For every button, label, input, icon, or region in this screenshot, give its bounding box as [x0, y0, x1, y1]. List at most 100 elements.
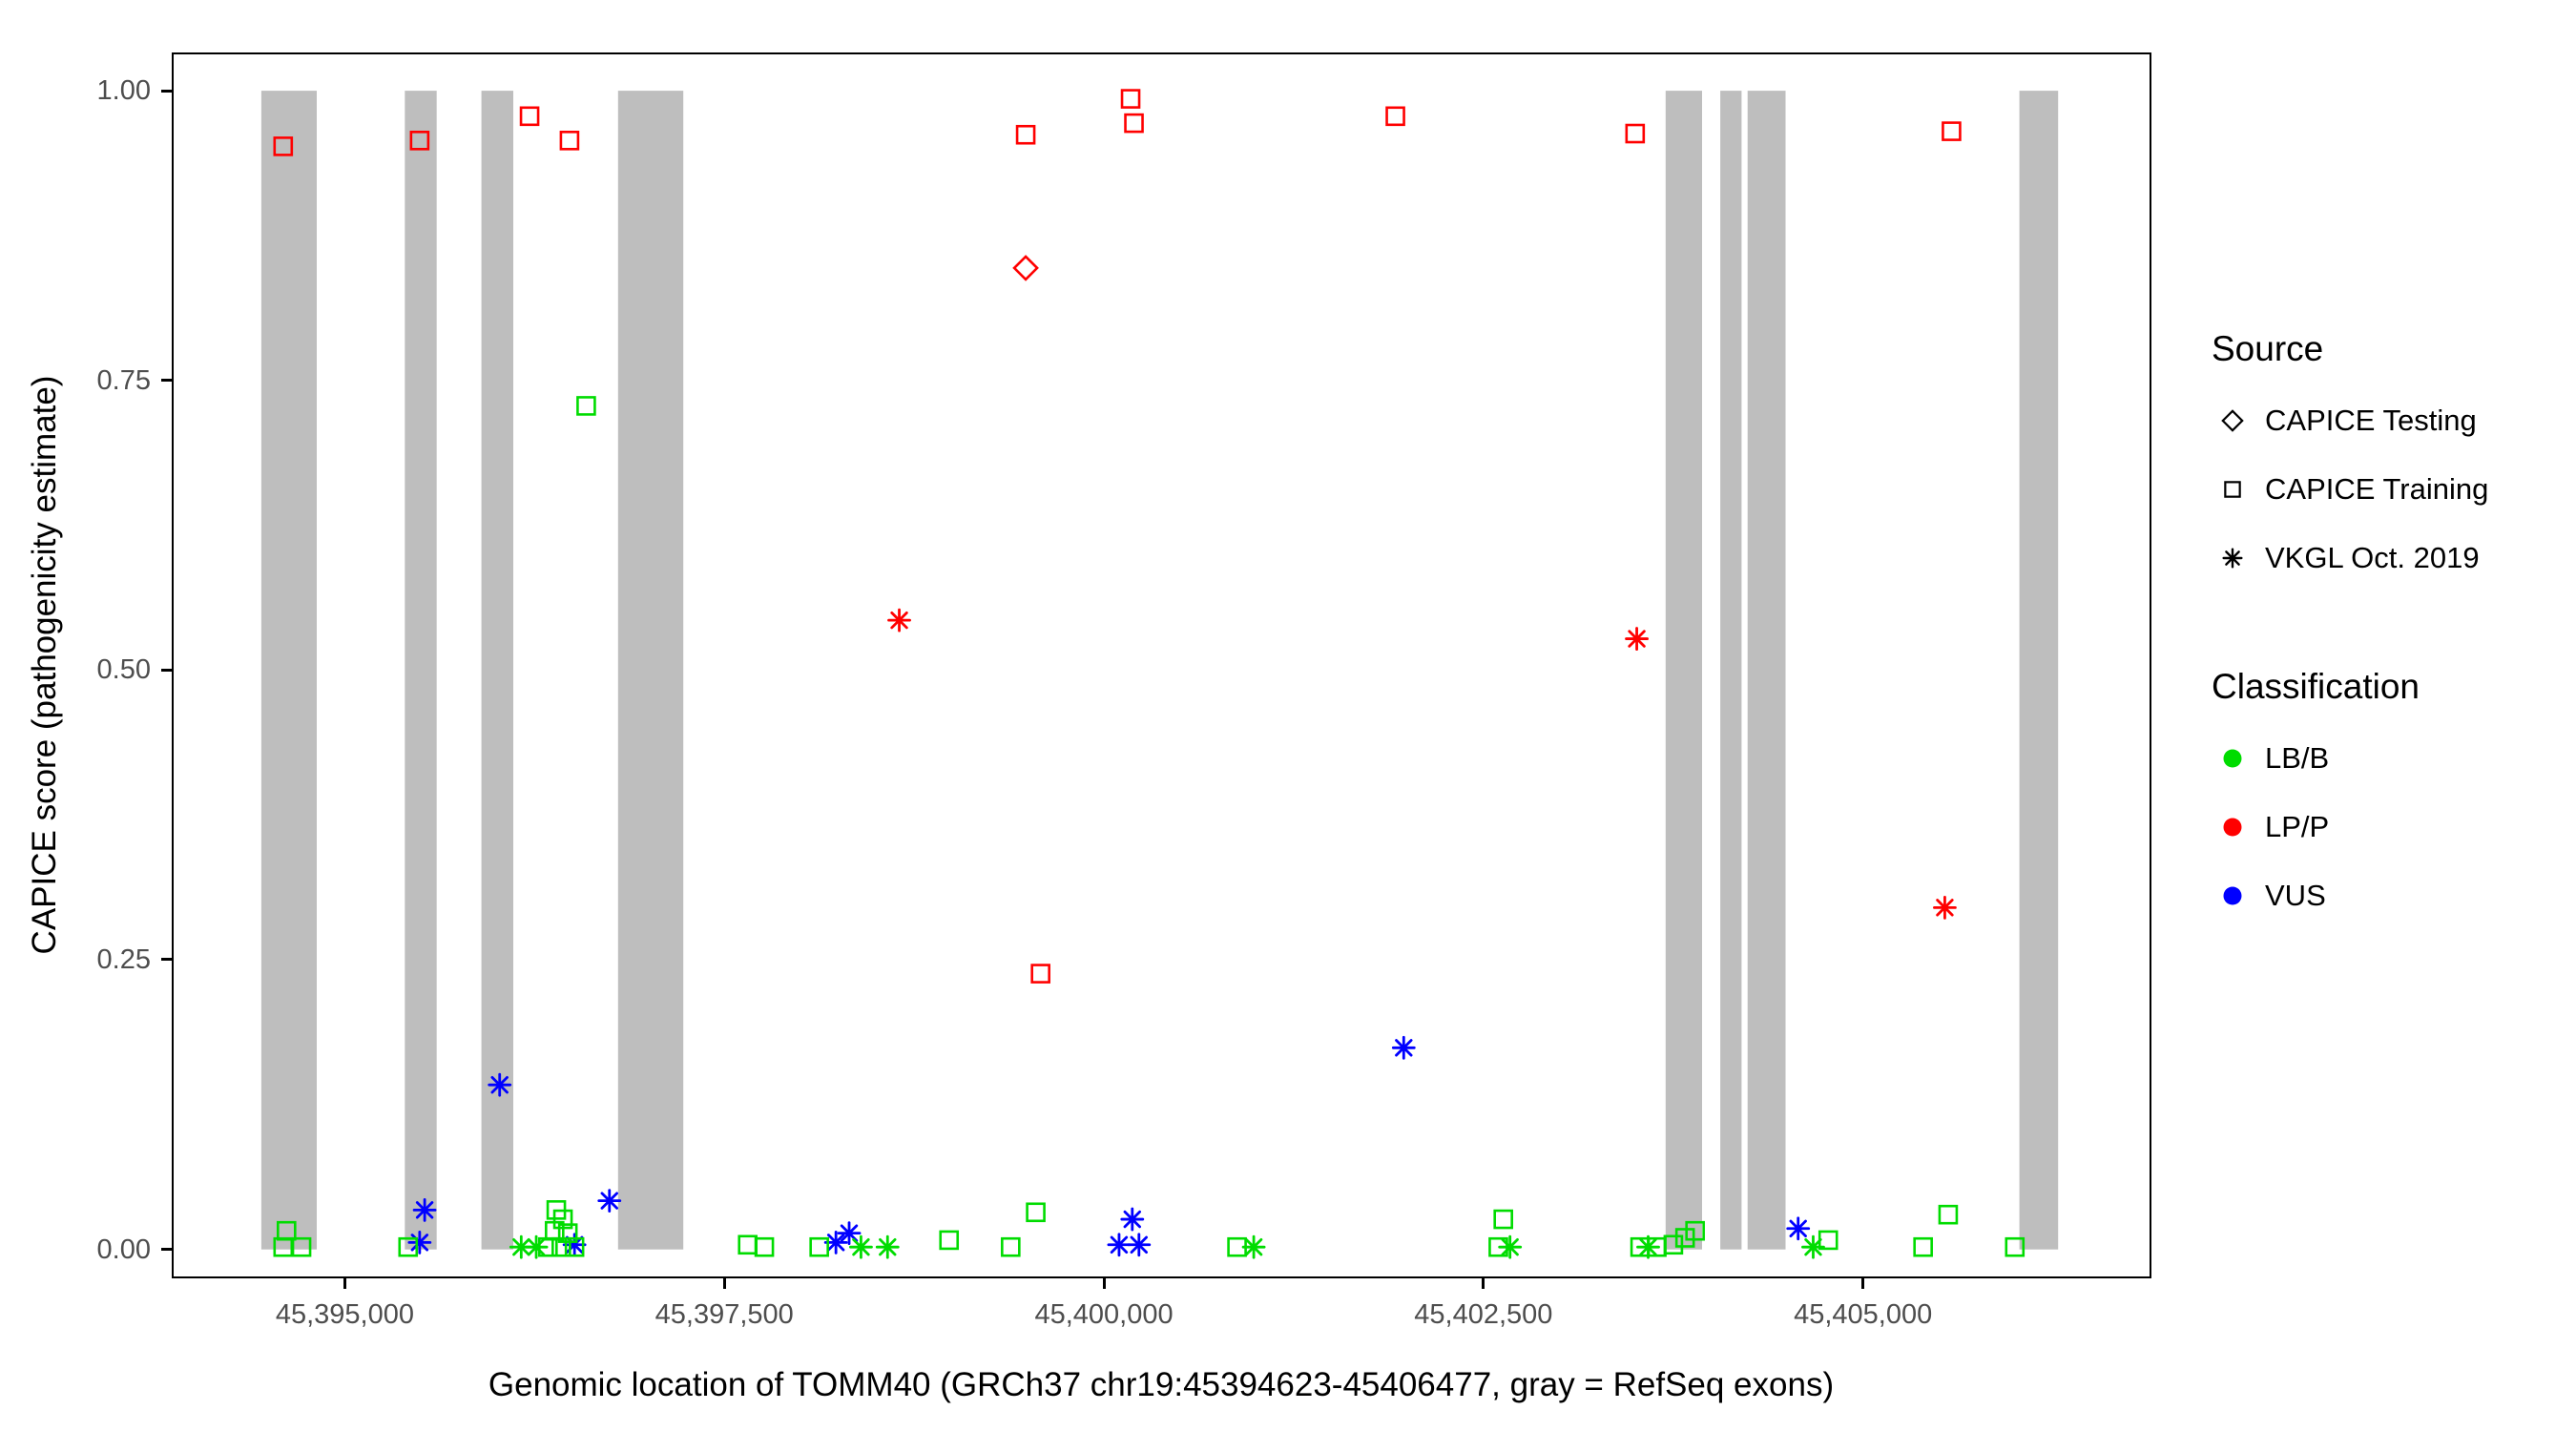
data-point-asterisk — [1391, 1035, 1416, 1060]
x-tick-mark — [722, 1278, 726, 1289]
legend-classification-label: LP/P — [2265, 810, 2330, 843]
legend-classification-title: Classification — [2212, 667, 2420, 706]
data-point-asterisk — [597, 1189, 622, 1213]
legend-source-label: CAPICE Testing — [2265, 404, 2477, 437]
x-tick-mark — [343, 1278, 346, 1289]
data-point-square — [291, 1236, 312, 1257]
x-tick-mark — [1482, 1278, 1485, 1289]
exon-bar — [260, 91, 317, 1250]
circle-filled-icon — [2223, 749, 2242, 768]
data-point-square — [551, 1236, 571, 1257]
data-point-square — [1026, 1202, 1046, 1223]
y-tick-mark — [161, 668, 172, 672]
x-tick-label: 45,400,000 — [1034, 1299, 1174, 1330]
y-tick-label: 0.75 — [96, 364, 151, 396]
y-tick-label: 0.25 — [96, 944, 151, 975]
x-tick-mark — [1102, 1278, 1106, 1289]
data-point-asterisk — [1127, 1233, 1152, 1257]
data-point-square — [552, 1209, 573, 1230]
data-point-square — [519, 106, 540, 127]
data-point-square — [1685, 1220, 1705, 1241]
data-point-square — [2005, 1236, 2025, 1257]
x-tick-mark — [1861, 1278, 1865, 1289]
asterisk-icon — [2222, 548, 2243, 569]
data-point-diamond — [2221, 409, 2244, 432]
legend-source-title: Source — [2212, 329, 2324, 368]
legend-classification-item: VUS — [2212, 861, 2488, 930]
panel-border — [172, 52, 2151, 1278]
exon-bar — [1747, 91, 1786, 1250]
exon-bar — [2019, 91, 2059, 1250]
data-point-square — [1015, 124, 1036, 145]
data-point-square — [1124, 113, 1144, 134]
data-point-asterisk — [1786, 1216, 1811, 1241]
diamond-icon — [2221, 409, 2244, 432]
legend-classification-label: VUS — [2265, 879, 2326, 912]
square-icon — [2224, 481, 2241, 498]
data-point-asterisk — [1498, 1234, 1523, 1259]
data-point-square — [2224, 481, 2241, 498]
legend-source-item: CAPICE Testing — [2212, 386, 2488, 455]
data-point-square — [1493, 1209, 1513, 1230]
x-tick-label: 45,397,500 — [654, 1299, 794, 1330]
data-point-square — [1120, 89, 1141, 109]
data-point-square — [576, 396, 596, 416]
legend-source-items: CAPICE Testing CAPICE Training VKGL Oct. 2… — [2212, 386, 2488, 592]
exon-bar — [405, 91, 437, 1250]
legend-source-item: VKGL Oct. 2019 — [2212, 524, 2488, 592]
data-point-square — [1385, 106, 1405, 127]
data-point-asterisk — [887, 608, 911, 633]
data-point-asterisk — [1636, 1234, 1660, 1259]
legend-key — [2212, 877, 2254, 915]
plot-svg — [172, 52, 2151, 1278]
circle-filled-icon — [2223, 886, 2242, 905]
data-point-square — [1625, 123, 1646, 144]
exon-bar — [1720, 91, 1742, 1250]
legend-key — [2212, 739, 2254, 778]
data-point-diamond — [1012, 255, 1039, 281]
legend-source-label: CAPICE Training — [2265, 472, 2489, 506]
data-point-asterisk — [407, 1230, 432, 1255]
circle-filled-icon — [2223, 818, 2242, 837]
y-tick-label: 0.00 — [96, 1234, 151, 1265]
legend-classification-item: LB/B — [2212, 724, 2488, 793]
data-point-asterisk — [524, 1234, 549, 1259]
x-tick-label: 45,402,500 — [1414, 1299, 1553, 1330]
exon-bar — [1665, 91, 1702, 1250]
data-point-square — [1942, 121, 1962, 141]
legend-gap — [2212, 592, 2488, 667]
data-point-square — [1938, 1204, 1959, 1225]
data-point-square — [557, 1223, 578, 1243]
data-point-asterisk — [2222, 548, 2243, 569]
y-tick-label: 1.00 — [96, 75, 151, 107]
legend: Source CAPICE Testing CAPICE Training VKGL… — [2212, 329, 2488, 930]
data-point-square — [754, 1236, 775, 1257]
data-point-square — [737, 1234, 758, 1255]
legend-source-item: CAPICE Training — [2212, 455, 2488, 524]
data-point-square — [1913, 1236, 1933, 1257]
y-tick-label: 0.50 — [96, 654, 151, 686]
data-point-square — [564, 1236, 585, 1257]
data-point-square — [809, 1236, 829, 1257]
data-point-square — [409, 131, 430, 151]
data-point-asterisk — [849, 1234, 873, 1259]
data-point-square — [1001, 1236, 1021, 1257]
y-tick-mark — [161, 1248, 172, 1252]
legend-classification-items: LB/B LP/P VUS — [2212, 724, 2488, 930]
data-point-asterisk — [488, 1072, 512, 1097]
data-point-square — [939, 1230, 960, 1251]
data-point-square — [1674, 1228, 1695, 1248]
exon-bar — [617, 91, 684, 1250]
legend-key — [2212, 470, 2254, 508]
legend-classification-item: LP/P — [2212, 793, 2488, 861]
x-tick-label: 45,395,000 — [275, 1299, 414, 1330]
data-point-square — [559, 131, 580, 151]
data-point-square — [1663, 1234, 1684, 1255]
legend-key — [2212, 539, 2254, 577]
data-point-asterisk — [412, 1197, 437, 1222]
data-point-square — [398, 1236, 419, 1257]
data-point-asterisk — [1801, 1234, 1825, 1259]
legend-classification-label: LB/B — [2265, 741, 2330, 775]
y-tick-mark — [161, 89, 172, 93]
